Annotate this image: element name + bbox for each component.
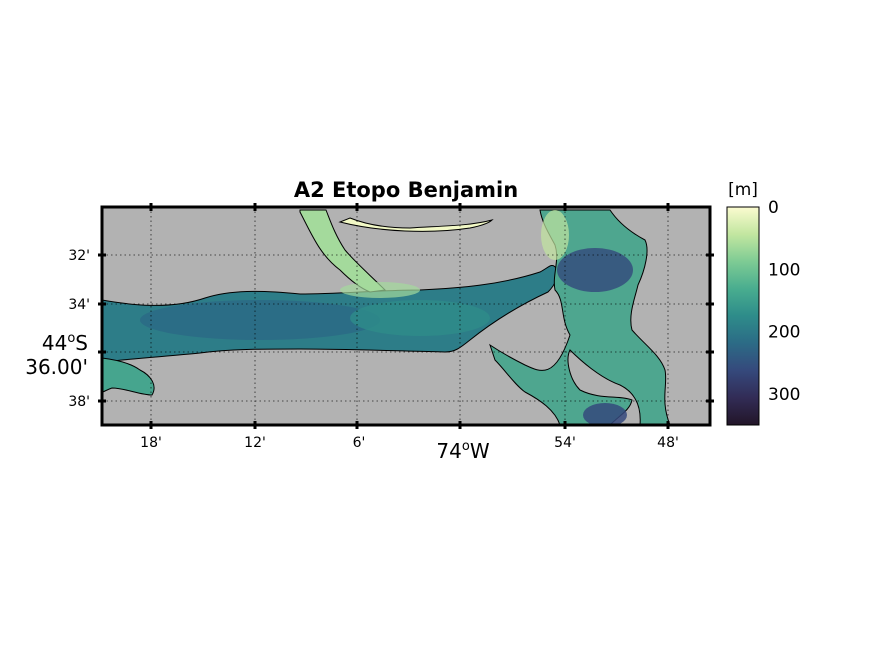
deep-zone-east	[557, 248, 633, 292]
y-tick-label: 34'	[68, 297, 90, 313]
deep-zones	[140, 210, 633, 425]
southwest-bay	[102, 357, 155, 396]
x-tick-label: 6'	[353, 435, 366, 451]
shallow-zone-center	[340, 282, 420, 298]
tick-marks	[98, 203, 714, 429]
y-center-label-min: 36.00'	[25, 355, 88, 379]
y-tick-label: 32'	[68, 248, 90, 264]
chart-title: A2 Etopo Benjamin	[294, 178, 518, 202]
x-tick-label: 18'	[140, 435, 162, 451]
x-tick-label: 54'	[554, 435, 576, 451]
shallow-zone-east	[541, 210, 569, 260]
colorbar-unit-label: [m]	[728, 180, 758, 200]
x-tick-label: 12'	[244, 435, 266, 451]
x-tick-labels: 18' 12' 6' 54' 48'	[140, 435, 679, 451]
colorbar-bar	[726, 206, 760, 426]
colorbar-tick-label: 100	[768, 260, 800, 280]
colorbar-tick-label: 0	[768, 198, 779, 218]
map-frame	[100, 205, 712, 427]
colorbar-ticks: 0 100 200 300	[768, 198, 800, 405]
colorbar: [m] 0 100 200 300	[726, 180, 800, 426]
map-panel	[102, 207, 710, 425]
x-center-label: 74oW	[436, 439, 489, 463]
deep-zone-south	[583, 403, 627, 425]
colorbar-tick-label: 300	[768, 385, 800, 405]
x-tick-label: 48'	[657, 435, 679, 451]
y-tick-label: 38'	[68, 394, 90, 410]
deep-zone-west	[140, 300, 380, 340]
y-center-label-deg: 44oS	[42, 331, 88, 355]
colorbar-tick-label: 200	[768, 323, 800, 343]
map-grid	[102, 207, 710, 425]
deep-zone-center	[350, 300, 490, 336]
y-tick-labels: 32' 34' 38'	[68, 248, 90, 410]
top-arm	[338, 217, 494, 232]
